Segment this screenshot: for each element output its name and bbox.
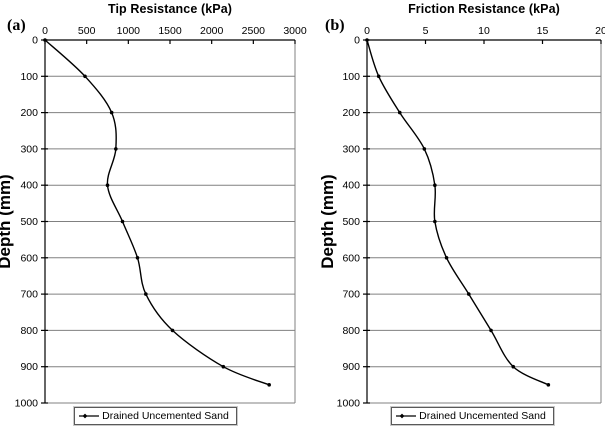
tip-resistance-chart-title: Tip Resistance (kPa): [107, 2, 233, 16]
series-marker-icon: [79, 413, 100, 419]
x-tick-label: 500: [78, 25, 96, 37]
y-tick-label: 600: [342, 252, 360, 264]
series-line: [44, 39, 270, 386]
y-tick-label: 300: [20, 143, 38, 155]
x-tick-label: 1000: [117, 25, 141, 37]
y-tick-label: 0: [354, 35, 360, 47]
axes: [363, 39, 602, 404]
series-marker: [422, 147, 427, 151]
legend-label: Drained Uncemented Sand: [102, 410, 229, 422]
panel-label-a: (a): [7, 17, 26, 34]
y-tick-label: 400: [20, 180, 38, 192]
series-marker: [105, 183, 110, 187]
y-tick-label: 800: [20, 325, 38, 337]
series-marker: [114, 147, 118, 151]
y-axis-title: Depth (mm): [0, 174, 14, 268]
series-marker: [170, 328, 175, 333]
series-marker: [135, 255, 140, 260]
x-tick-label: 20: [595, 25, 605, 37]
y-tick-label: 400: [342, 180, 360, 192]
series-marker: [466, 292, 471, 296]
series-marker: [144, 292, 148, 296]
axes: [41, 39, 296, 404]
series-marker-icon: [396, 413, 417, 419]
x-tick-label: 2500: [242, 25, 266, 37]
x-tick-label: 10: [478, 25, 490, 37]
series-marker: [267, 383, 271, 387]
series-marker: [433, 183, 437, 187]
series-marker: [83, 74, 87, 79]
y-tick-label: 700: [342, 289, 360, 301]
y-tick-label: 100: [342, 71, 360, 83]
gridlines: [367, 40, 602, 404]
y-tick-label: 0: [32, 35, 38, 47]
legend-tip-resistance: Drained Uncemented Sand: [0, 407, 302, 426]
friction-resistance-plot: 0 5 10 15 2001002003004005006007008009001000…: [318, 25, 605, 410]
series-markers: [365, 38, 551, 387]
y-axis-title: Depth (mm): [318, 174, 337, 268]
y-tick-label: 200: [20, 107, 38, 119]
y-tick-label: 500: [20, 216, 38, 228]
friction-resistance-chart-title: Friction Resistance (kPa): [408, 2, 560, 16]
y-tick-label: 1000: [337, 398, 361, 410]
legend-box: Drained Uncemented Sand: [391, 407, 554, 425]
panel-label-b: (b): [325, 17, 345, 34]
y-tick-label: 700: [20, 289, 38, 301]
x-tick-label: 1500: [158, 25, 182, 37]
y-tick-label: 300: [342, 143, 360, 155]
series-markers: [43, 38, 271, 387]
series-marker: [444, 255, 449, 260]
x-tick-label: 0: [364, 25, 370, 37]
series-marker: [120, 219, 125, 224]
tip-resistance-plot: 0 500 1000 1500 2000 2500 3000 0 100 200 300 400 500…: [0, 25, 307, 410]
x-tick-label: 5: [423, 25, 429, 37]
x-tick-label: 2000: [200, 25, 224, 37]
x-tick-label: 0: [42, 25, 48, 37]
y-tick-label: 800: [342, 325, 360, 337]
y-tick-label: 200: [342, 107, 360, 119]
series-marker: [511, 364, 516, 369]
series-marker: [433, 219, 437, 224]
series-marker: [221, 364, 226, 369]
y-tick-label: 1000: [15, 398, 39, 410]
series-marker: [376, 74, 381, 79]
x-tick-label: 15: [537, 25, 549, 37]
x-tick-label: 3000: [283, 25, 307, 37]
legend-friction-resistance: Drained Uncemented Sand: [303, 407, 605, 426]
y-tick-label: 600: [20, 252, 38, 264]
series-marker: [365, 38, 369, 42]
axis-tick-labels: 0 500 1000 1500 2000 2500 3000 0 100 200 300 400 500…: [15, 25, 307, 410]
series-marker: [43, 38, 47, 42]
series-line: [366, 39, 549, 386]
gridlines: [45, 40, 296, 404]
series-marker: [489, 328, 493, 333]
y-tick-label: 100: [20, 71, 38, 83]
y-tick-label: 900: [20, 361, 38, 373]
series-marker: [546, 383, 551, 387]
y-tick-label: 500: [342, 216, 360, 228]
legend-label: Drained Uncemented Sand: [419, 410, 546, 422]
series-marker: [109, 110, 114, 115]
y-tick-label: 900: [342, 361, 360, 373]
series-marker: [397, 110, 402, 115]
legend-box: Drained Uncemented Sand: [74, 407, 237, 425]
